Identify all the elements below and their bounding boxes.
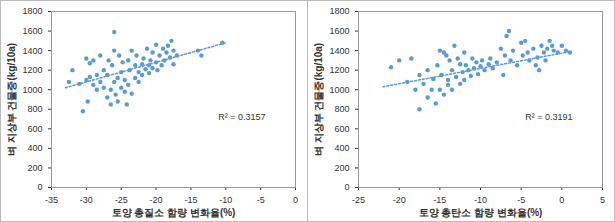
svg-text:-15: -15 <box>433 195 446 205</box>
svg-text:토양 총질소 함량 변화율(%): 토양 총질소 함량 변화율(%) <box>112 207 236 218</box>
svg-text:1000: 1000 <box>329 85 349 95</box>
svg-text:벼 지상부 건물중(kg/10a): 벼 지상부 건물중(kg/10a) <box>313 43 324 156</box>
svg-text:1400: 1400 <box>22 45 42 55</box>
svg-text:-25: -25 <box>352 195 365 205</box>
svg-text:토양 총탄소 함량 변화율(%): 토양 총탄소 함량 변화율(%) <box>419 207 543 218</box>
svg-text:600: 600 <box>27 124 42 134</box>
svg-text:200: 200 <box>334 163 349 173</box>
svg-text:1400: 1400 <box>329 45 349 55</box>
svg-text:R² = 0.3157: R² = 0.3157 <box>218 112 265 122</box>
svg-text:400: 400 <box>27 143 42 153</box>
svg-text:-15: -15 <box>184 195 197 205</box>
svg-text:-35: -35 <box>45 195 58 205</box>
svg-text:1000: 1000 <box>22 85 42 95</box>
svg-text:1800: 1800 <box>329 6 349 16</box>
svg-text:1600: 1600 <box>329 26 349 36</box>
svg-text:-5: -5 <box>257 195 265 205</box>
svg-text:-25: -25 <box>115 195 128 205</box>
svg-text:1200: 1200 <box>329 65 349 75</box>
svg-text:1800: 1800 <box>22 6 42 16</box>
svg-text:-20: -20 <box>150 195 163 205</box>
svg-text:-30: -30 <box>80 195 93 205</box>
svg-text:0: 0 <box>344 182 349 192</box>
svg-text:1600: 1600 <box>22 26 42 36</box>
svg-text:400: 400 <box>334 143 349 153</box>
svg-text:800: 800 <box>27 104 42 114</box>
svg-text:0: 0 <box>37 182 42 192</box>
svg-text:0: 0 <box>559 195 564 205</box>
svg-text:벼 지상부 건물중(kg/10a): 벼 지상부 건물중(kg/10a) <box>6 43 17 156</box>
svg-text:-20: -20 <box>393 195 406 205</box>
svg-text:-10: -10 <box>219 195 232 205</box>
svg-text:-5: -5 <box>517 195 525 205</box>
svg-text:-10: -10 <box>474 195 487 205</box>
svg-text:5: 5 <box>600 195 605 205</box>
svg-text:800: 800 <box>334 104 349 114</box>
svg-text:200: 200 <box>27 163 42 173</box>
svg-text:600: 600 <box>334 124 349 134</box>
svg-text:0: 0 <box>293 195 298 205</box>
svg-text:1200: 1200 <box>22 65 42 75</box>
svg-text:R² = 0.3191: R² = 0.3191 <box>525 112 572 122</box>
